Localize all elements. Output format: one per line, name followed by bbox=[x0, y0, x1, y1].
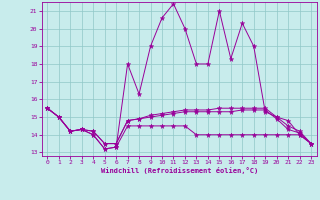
X-axis label: Windchill (Refroidissement éolien,°C): Windchill (Refroidissement éolien,°C) bbox=[100, 167, 258, 174]
